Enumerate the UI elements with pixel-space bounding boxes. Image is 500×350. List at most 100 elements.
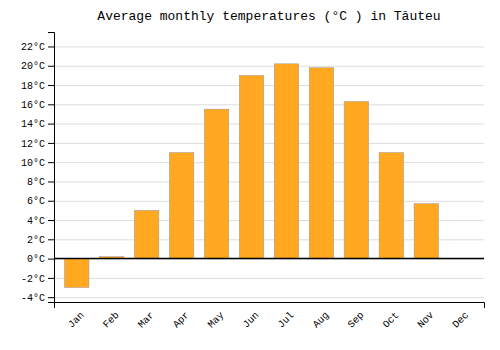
x-tick-label: Oct — [381, 310, 402, 331]
grid-line — [54, 297, 484, 298]
grid-tick — [54, 66, 484, 67]
bar — [204, 109, 228, 258]
x-tick: Apr — [171, 310, 192, 331]
bar — [309, 68, 333, 259]
y-tick-mark — [48, 220, 54, 221]
bar — [169, 153, 193, 259]
y-tick-mark — [48, 85, 54, 86]
grid-line — [54, 259, 484, 260]
grid-tick — [54, 104, 484, 105]
x-tick-label: Jan — [66, 310, 87, 331]
grid-line — [54, 104, 484, 105]
y-tick: 6°C — [27, 196, 54, 207]
y-tick: -2°C — [21, 274, 54, 285]
x-axis-line — [55, 303, 485, 309]
x-tick: Jun — [241, 310, 262, 331]
y-tick: 20°C — [21, 61, 54, 72]
y-tick: 12°C — [21, 139, 54, 150]
y-tick-mark — [48, 181, 54, 182]
y-tick-label: 10°C — [21, 158, 45, 169]
grid-line — [54, 46, 484, 47]
y-tick-mark — [48, 259, 54, 260]
bar — [239, 75, 263, 258]
y-tick-label: 8°C — [27, 177, 45, 188]
y-tick-label: 16°C — [21, 100, 45, 111]
x-tick: Aug — [311, 310, 332, 331]
y-tick: 4°C — [27, 216, 54, 227]
y-tick-mark — [48, 162, 54, 163]
grid-tick — [54, 143, 484, 144]
y-tick-label: 4°C — [27, 216, 45, 227]
y-tick-label: 2°C — [27, 235, 45, 246]
y-tick-mark — [48, 104, 54, 105]
bar — [344, 101, 368, 258]
y-tick-label: 18°C — [21, 81, 45, 92]
x-tick-label: Sep — [346, 310, 367, 331]
grid-tick — [54, 201, 484, 202]
chart: -4°C -2°C 0°C 2°C 4°C 6°C 8°C 10°C 12°C 14°C 16°C 1… — [0, 0, 500, 350]
grid-tick — [54, 162, 484, 163]
y-tick-mark — [48, 239, 54, 240]
bar — [134, 210, 158, 258]
x-tick: Dec — [451, 310, 472, 331]
y-tick: 14°C — [21, 119, 54, 130]
x-tick: Sep — [346, 310, 367, 331]
grid-line — [54, 278, 484, 279]
x-tick-label: Aug — [311, 310, 332, 331]
x-tick-label: Mar — [136, 310, 157, 331]
y-tick: 2°C — [27, 235, 54, 246]
y-axis: -4°C -2°C 0°C 2°C 4°C 6°C 8°C 10°C 12°C 14°C 16°C 1… — [21, 33, 55, 304]
bar — [274, 64, 298, 259]
y-tick: 16°C — [21, 100, 54, 111]
x-tick-label: Feb — [101, 310, 122, 331]
bar — [64, 259, 88, 288]
x-tick: Jul — [276, 310, 297, 331]
y-tick-mark — [48, 46, 54, 47]
x-tick: Jan — [66, 310, 87, 331]
y-tick: 18°C — [21, 81, 54, 92]
grid-tick — [54, 297, 484, 298]
y-tick-label: 6°C — [27, 196, 45, 207]
y-tick: 0°C — [27, 254, 54, 265]
baseline — [54, 258, 484, 260]
y-tick: 10°C — [21, 158, 54, 169]
y-tick-mark — [48, 66, 54, 67]
y-axis-line — [48, 33, 55, 303]
y-tick-label: 20°C — [21, 61, 45, 72]
grid-line — [54, 143, 484, 144]
grid-tick — [54, 85, 484, 86]
x-tick: Nov — [416, 310, 437, 331]
x-tick-label: Nov — [416, 310, 437, 331]
plot: -4°C -2°C 0°C 2°C 4°C 6°C 8°C 10°C 12°C 14°C 16°C 1… — [21, 33, 485, 331]
bar — [379, 153, 403, 259]
grid-tick — [54, 181, 484, 182]
y-tick-label: -2°C — [21, 274, 45, 285]
y-tick-mark — [48, 278, 54, 279]
x-tick: Mar — [136, 310, 157, 331]
y-tick-mark — [48, 143, 54, 144]
bars — [54, 64, 484, 288]
y-tick-label: 12°C — [21, 139, 45, 150]
y-tick-mark — [48, 201, 54, 202]
grid-tick — [54, 278, 484, 279]
y-tick: 8°C — [27, 177, 54, 188]
x-tick-label: Jul — [276, 310, 297, 331]
grid-tick — [54, 259, 484, 260]
grid-line — [54, 124, 484, 125]
x-tick: Feb — [101, 310, 122, 331]
y-tick: 22°C — [21, 42, 54, 53]
y-tick-mark — [48, 124, 54, 125]
x-tick: May — [206, 310, 227, 331]
y-tick-label: -4°C — [21, 293, 45, 304]
bar — [414, 204, 438, 259]
title: Average monthly temperatures (°C ) in Tă… — [97, 9, 440, 24]
x-axis: Jan Feb Mar Apr May Jun Jul Aug Sep Oct Nov Dec — [55, 303, 485, 331]
grid-line — [54, 162, 484, 163]
x-tick-label: May — [206, 310, 227, 331]
x-tick-label: Dec — [451, 310, 472, 331]
grid-line — [54, 201, 484, 202]
x-tick-label: Jun — [241, 310, 262, 331]
grid-tick — [54, 124, 484, 125]
grid-line — [54, 66, 484, 67]
y-tick-mark — [48, 297, 54, 298]
